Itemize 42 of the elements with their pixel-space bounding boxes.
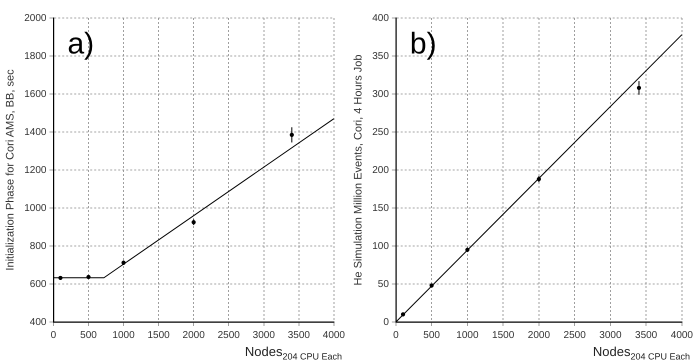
x-tick-label: 2500 bbox=[218, 330, 240, 341]
annotation: b) bbox=[410, 27, 437, 60]
x-tick-label: 1000 bbox=[112, 330, 136, 341]
x-tick-label: 500 bbox=[80, 330, 98, 341]
y-tick-label: 250 bbox=[372, 126, 390, 138]
y-axis-title: Initialization Phase for Cori AMS, BB, sec bbox=[4, 68, 17, 271]
x-tick-label: 500 bbox=[423, 330, 440, 341]
y-tick-label: 400 bbox=[372, 12, 390, 24]
y-tick-label: 350 bbox=[372, 50, 390, 62]
y-tick-label: 100 bbox=[372, 240, 390, 252]
x-tick-label: 2000 bbox=[528, 330, 550, 341]
x-tick-label: 2500 bbox=[564, 330, 586, 341]
y-tick-label: 0 bbox=[383, 316, 390, 328]
annotation: a) bbox=[67, 27, 94, 60]
y-tick-label: 150 bbox=[372, 202, 390, 214]
y-tick-label: 50 bbox=[378, 278, 390, 290]
y-tick-label: 1400 bbox=[24, 126, 47, 138]
y-tick-label: 200 bbox=[372, 164, 390, 176]
y-tick-label: 1600 bbox=[24, 88, 47, 100]
x-tick-label: 1000 bbox=[456, 330, 479, 341]
x-tick-label: 1500 bbox=[492, 330, 515, 341]
x-tick-label: 2000 bbox=[182, 330, 206, 341]
y-tick-label: 1000 bbox=[24, 202, 47, 214]
y-tick-label: 1200 bbox=[24, 164, 47, 176]
y-tick-label: 600 bbox=[30, 278, 47, 290]
y-axis-title: He Simulation Million Events, Cori, 4 Hours Job bbox=[352, 54, 365, 286]
y-tick-label: 300 bbox=[372, 88, 390, 100]
x-tick-label: 3500 bbox=[288, 330, 310, 341]
x-tick-label: 3000 bbox=[252, 330, 276, 341]
x-axis-title: Nodes$_{204 CPU Each}$ bbox=[592, 344, 690, 362]
x-tick-label: 0 bbox=[393, 330, 400, 341]
x-tick-label: 3000 bbox=[599, 330, 622, 341]
y-tick-label: 800 bbox=[30, 240, 47, 252]
x-tick-label: 4000 bbox=[322, 330, 346, 341]
y-tick-label: 1800 bbox=[24, 50, 47, 62]
y-tick-label: 2000 bbox=[24, 12, 47, 24]
x-tick-label: 1500 bbox=[147, 330, 170, 341]
x-tick-label: 4000 bbox=[670, 330, 694, 341]
x-tick-label: 3500 bbox=[635, 330, 658, 341]
y-tick-label: 400 bbox=[30, 316, 47, 328]
x-axis-title: Nodes$_{204 CPU Each}$ bbox=[244, 344, 342, 362]
x-tick-label: 0 bbox=[50, 330, 57, 341]
